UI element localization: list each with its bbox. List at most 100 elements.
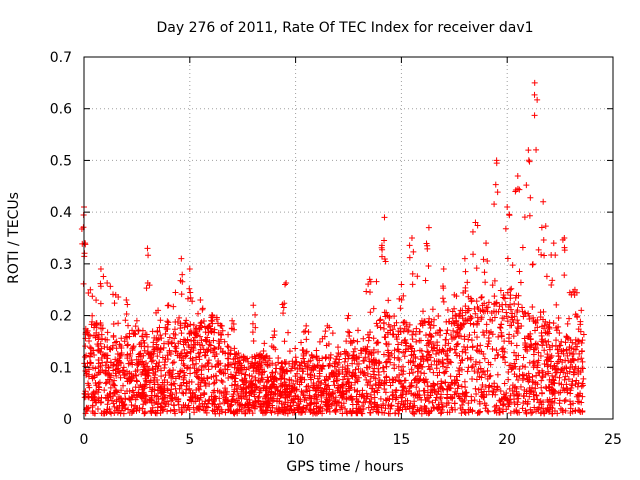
data-point	[133, 372, 140, 379]
data-point	[92, 365, 99, 372]
data-point	[466, 332, 473, 339]
data-point	[288, 377, 295, 384]
data-point	[498, 346, 505, 353]
data-point	[291, 407, 298, 414]
data-point	[420, 376, 427, 383]
data-point	[202, 349, 209, 356]
data-point	[480, 350, 487, 357]
plot-frame	[83, 56, 614, 420]
data-point	[371, 394, 378, 401]
data-point	[184, 364, 191, 371]
data-point	[171, 326, 178, 333]
data-point	[570, 369, 577, 376]
data-point	[377, 395, 384, 402]
data-point	[359, 391, 366, 398]
data-point	[413, 384, 420, 391]
data-point	[193, 354, 200, 361]
data-point	[109, 345, 116, 352]
data-point	[428, 407, 435, 414]
data-point	[172, 375, 179, 382]
data-point	[392, 396, 399, 403]
data-point	[267, 407, 274, 414]
data-point	[173, 389, 180, 396]
data-point	[130, 344, 137, 351]
data-point	[580, 331, 587, 338]
data-point	[504, 397, 511, 404]
data-point	[462, 309, 469, 316]
data-point	[329, 400, 336, 407]
data-point	[247, 389, 254, 396]
data-point	[218, 331, 225, 338]
data-point	[483, 321, 490, 328]
data-point	[539, 323, 546, 330]
data-point	[496, 324, 503, 331]
data-point	[574, 343, 581, 350]
data-point	[325, 382, 332, 389]
data-point	[292, 354, 299, 361]
data-point	[334, 399, 341, 406]
data-point	[334, 387, 341, 394]
data-point	[228, 325, 235, 332]
data-point	[181, 324, 188, 331]
data-point	[339, 410, 346, 417]
data-point	[428, 344, 435, 351]
data-point	[439, 359, 446, 366]
data-point	[531, 79, 538, 86]
data-point	[479, 329, 486, 336]
data-point	[395, 328, 402, 335]
data-point	[97, 300, 104, 307]
data-point	[385, 297, 392, 304]
data-point	[322, 328, 329, 335]
data-point	[292, 393, 299, 400]
data-point	[179, 278, 186, 285]
data-point	[538, 224, 545, 231]
data-point	[393, 386, 400, 393]
data-point	[346, 379, 353, 386]
data-point	[552, 369, 559, 376]
data-point	[281, 370, 288, 377]
data-point	[206, 341, 213, 348]
data-point	[231, 345, 238, 352]
data-point	[497, 387, 504, 394]
data-point	[227, 371, 234, 378]
data-point	[159, 354, 166, 361]
data-point	[97, 363, 104, 370]
data-point	[422, 396, 429, 403]
data-point	[371, 371, 378, 378]
data-point	[367, 329, 374, 336]
data-point	[268, 384, 275, 391]
data-point	[248, 378, 255, 385]
data-point	[186, 266, 193, 273]
data-point	[192, 331, 199, 338]
data-point	[136, 350, 143, 357]
data-point	[328, 369, 335, 376]
data-point	[161, 359, 168, 366]
data-point	[402, 336, 409, 343]
data-point	[121, 390, 128, 397]
data-point	[546, 376, 553, 383]
data-point	[578, 339, 585, 346]
data-point	[158, 373, 165, 380]
data-point	[317, 403, 324, 410]
data-point	[261, 340, 268, 347]
data-point	[142, 368, 149, 375]
data-point	[406, 254, 413, 261]
data-point	[473, 347, 480, 354]
data-point	[476, 359, 483, 366]
data-point	[426, 315, 433, 322]
data-point	[408, 379, 415, 386]
data-point	[490, 387, 497, 394]
data-point	[236, 359, 243, 366]
data-point	[240, 357, 247, 364]
data-point	[562, 397, 569, 404]
data-point	[400, 349, 407, 356]
data-point	[200, 363, 207, 370]
data-point	[447, 393, 454, 400]
data-point	[565, 357, 572, 364]
data-point	[187, 294, 194, 301]
data-point	[211, 387, 218, 394]
data-point	[354, 338, 361, 345]
data-point	[113, 388, 120, 395]
data-point	[421, 318, 428, 325]
